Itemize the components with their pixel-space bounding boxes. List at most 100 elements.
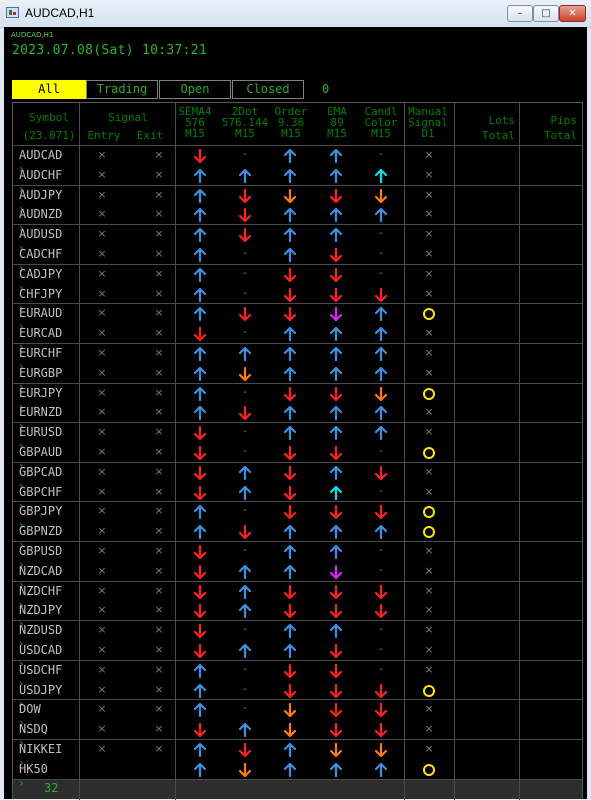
symbol-name: CADJPY [19, 266, 63, 281]
chevron-right-icon[interactable]: › [19, 360, 24, 374]
symbol-label[interactable]: EURNZD › [19, 405, 62, 433]
symbol-label[interactable]: CHFJPY › [19, 287, 62, 315]
chevron-right-icon[interactable]: › [19, 558, 24, 572]
chevron-right-icon[interactable]: › [19, 320, 24, 335]
chevron-right-icon[interactable]: › [19, 221, 24, 236]
symbol-label[interactable]: GBPAUD › [19, 445, 62, 473]
neutral-dash: - [241, 265, 249, 279]
tab-open[interactable]: Open [159, 80, 231, 99]
arrow-up-icon [283, 207, 297, 223]
symbol-name: DOW [19, 702, 41, 717]
chevron-right-icon[interactable]: › [19, 775, 24, 790]
neutral-dash: - [241, 503, 249, 517]
symbol-label[interactable]: CADJPY › [19, 267, 62, 295]
arrow-down-icon [329, 742, 343, 758]
arrow-down-icon [238, 188, 252, 203]
arrow-down-icon [193, 445, 207, 461]
chevron-right-icon[interactable]: › [19, 478, 24, 493]
column-divider [454, 103, 455, 800]
chevron-right-icon[interactable]: › [19, 637, 24, 652]
chevron-right-icon[interactable]: › [19, 459, 24, 473]
arrow-up-icon [374, 207, 388, 223]
chevron-right-icon[interactable]: › [19, 241, 24, 256]
chevron-right-icon[interactable]: › [19, 181, 24, 196]
chevron-right-icon[interactable]: › [19, 280, 24, 295]
neutral-dash: - [241, 661, 249, 675]
entry-signal-mark: × [97, 306, 107, 320]
entry-signal-mark: × [97, 286, 107, 300]
chevron-right-icon[interactable]: › [19, 399, 24, 414]
symbol-label[interactable]: CADCHF › [19, 247, 62, 275]
chevron-right-icon[interactable]: › [19, 676, 24, 691]
chevron-right-icon[interactable]: › [19, 340, 24, 355]
chevron-right-icon[interactable]: › [19, 577, 24, 592]
symbol-label[interactable]: EURAUD › [19, 306, 62, 334]
symbol-label[interactable]: AUDJPY › [19, 188, 62, 216]
chevron-right-icon[interactable]: › [19, 657, 24, 671]
symbol-label[interactable]: GBPUSD › [19, 544, 62, 572]
chevron-right-icon[interactable]: › [19, 162, 24, 176]
tab-trading[interactable]: Trading [86, 80, 158, 99]
tab-closed[interactable]: Closed [232, 80, 304, 99]
chevron-right-icon[interactable]: › [19, 538, 24, 553]
circle-signal-icon [423, 526, 435, 539]
symbol-label[interactable]: USDCAD › [19, 643, 62, 671]
symbol-label[interactable]: GBPCAD › [19, 465, 62, 493]
symbol-label[interactable]: EURCHF › [19, 346, 62, 374]
symbol-label[interactable]: NZDCHF › [19, 584, 62, 612]
arrow-up-icon [238, 643, 252, 659]
chevron-right-icon[interactable]: › [19, 518, 24, 533]
arrow-up-icon [238, 722, 252, 738]
maximize-button[interactable]: □ [533, 5, 559, 22]
symbol-label[interactable]: EURCAD › [19, 326, 62, 354]
arrow-down-icon [329, 445, 343, 461]
chevron-right-icon[interactable]: › [19, 617, 24, 632]
tab-all[interactable]: All [12, 80, 86, 99]
symbol-label[interactable]: HK50 › [19, 762, 48, 790]
chevron-right-icon[interactable]: › [19, 736, 24, 751]
chevron-right-icon[interactable]: › [19, 696, 24, 711]
symbol-label[interactable]: NZDJPY › [19, 603, 62, 631]
symbol-label[interactable]: AUDCAD › [19, 148, 62, 176]
chevron-right-icon[interactable]: › [19, 756, 24, 770]
symbol-label[interactable]: NSDQ › [19, 722, 48, 750]
symbol-label[interactable]: AUDNZD › [19, 207, 62, 235]
symbol-label[interactable]: NZDCAD › [19, 564, 62, 592]
chevron-right-icon[interactable]: › [19, 379, 24, 394]
chevron-right-icon[interactable]: › [19, 419, 24, 434]
exit-signal-mark: × [154, 286, 164, 300]
chevron-right-icon[interactable]: › [19, 439, 24, 454]
symbol-label[interactable]: EURUSD › [19, 425, 62, 453]
chevron-right-icon[interactable]: › [19, 597, 24, 612]
symbol-label[interactable]: GBPJPY › [19, 504, 62, 532]
symbol-label[interactable]: AUDCHF › [19, 168, 62, 196]
symbol-label[interactable]: EURGBP › [19, 366, 62, 394]
minimize-button[interactable]: – [507, 5, 533, 22]
symbol-label[interactable]: AUDUSD › [19, 227, 62, 255]
no-signal-mark: × [424, 702, 434, 716]
symbol-label[interactable]: USDJPY › [19, 683, 62, 711]
row-divider [13, 501, 582, 502]
symbol-label[interactable]: EURJPY › [19, 386, 62, 414]
title-bar[interactable]: AUDCAD,H1 – □ ✕ [0, 0, 591, 28]
chevron-right-icon[interactable]: › [19, 716, 24, 731]
symbol-label[interactable]: GBPNZD › [19, 524, 62, 552]
chevron-right-icon[interactable]: › [19, 498, 24, 513]
arrow-down-icon [329, 584, 343, 599]
close-button[interactable]: ✕ [559, 5, 586, 22]
symbol-label[interactable]: GBPCHF › [19, 485, 62, 513]
symbol-label[interactable]: NIKKEI › [19, 742, 62, 770]
circle-signal-icon [423, 308, 435, 321]
arrow-up-icon [193, 366, 207, 381]
col-header-sema-3: M15 [185, 127, 205, 140]
col-header-candl-1: Candl [364, 105, 398, 118]
chevron-right-icon[interactable]: › [19, 261, 24, 275]
symbol-label[interactable]: USDCHF › [19, 663, 62, 691]
arrow-down-icon [283, 267, 297, 282]
symbol-label[interactable]: DOW › [19, 702, 41, 730]
arrow-up-icon [283, 148, 297, 164]
chevron-right-icon[interactable]: › [19, 201, 24, 216]
chevron-right-icon[interactable]: › [19, 300, 24, 315]
symbol-label[interactable]: NZDUSD › [19, 623, 62, 651]
arrow-down-icon [374, 504, 388, 520]
